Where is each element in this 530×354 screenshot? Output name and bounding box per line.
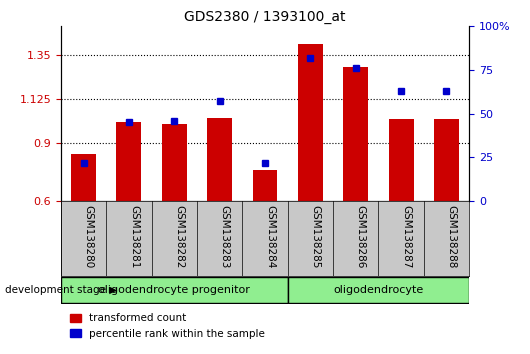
Bar — [162, 124, 187, 201]
Legend: transformed count, percentile rank within the sample: transformed count, percentile rank withi… — [66, 309, 269, 343]
Text: GSM138280: GSM138280 — [84, 205, 94, 268]
Title: GDS2380 / 1393100_at: GDS2380 / 1393100_at — [184, 10, 346, 24]
Text: GSM138285: GSM138285 — [311, 205, 320, 268]
Bar — [388, 119, 413, 201]
Text: GSM138283: GSM138283 — [219, 205, 229, 268]
Text: GSM138282: GSM138282 — [174, 205, 184, 268]
FancyBboxPatch shape — [288, 276, 469, 303]
Text: GSM138286: GSM138286 — [356, 205, 366, 268]
FancyBboxPatch shape — [61, 276, 288, 303]
Text: GSM138288: GSM138288 — [446, 205, 456, 268]
Bar — [117, 122, 142, 201]
Bar — [434, 119, 459, 201]
Bar — [298, 44, 323, 201]
Bar — [343, 67, 368, 201]
Bar — [71, 154, 96, 201]
Bar — [252, 170, 278, 201]
Text: GSM138284: GSM138284 — [265, 205, 275, 268]
Text: development stage ▶: development stage ▶ — [5, 285, 118, 295]
Text: oligodendrocyte: oligodendrocyte — [333, 285, 423, 295]
Bar — [207, 118, 232, 201]
Text: GSM138287: GSM138287 — [401, 205, 411, 268]
Text: GSM138281: GSM138281 — [129, 205, 139, 268]
Text: oligodendrocyte progenitor: oligodendrocyte progenitor — [99, 285, 250, 295]
